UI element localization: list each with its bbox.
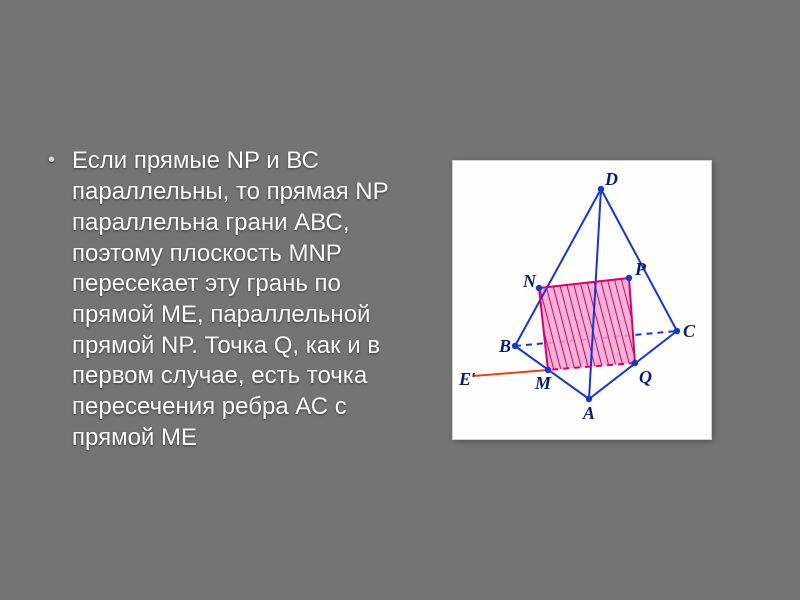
svg-text:B: B <box>498 336 511 356</box>
svg-text:P: P <box>634 259 647 279</box>
figure-column: D N P B C M Q A E′ <box>430 160 770 440</box>
slide-root: Если прямые NP и ВС параллельны, то прям… <box>0 0 800 600</box>
text-column: Если прямые NP и ВС параллельны, то прям… <box>0 146 430 453</box>
svg-text:E′: E′ <box>458 369 476 389</box>
svg-text:N: N <box>522 271 537 291</box>
svg-text:C: C <box>683 321 696 341</box>
svg-text:Q: Q <box>639 367 652 387</box>
svg-text:A: A <box>582 403 595 423</box>
bullet-paragraph: Если прямые NP и ВС параллельны, то прям… <box>48 146 412 453</box>
tetrahedron-diagram: D N P B C M Q A E′ <box>453 161 713 441</box>
svg-text:D: D <box>604 169 618 189</box>
diagram-box: D N P B C M Q A E′ <box>452 160 712 440</box>
svg-text:M: M <box>534 373 552 393</box>
